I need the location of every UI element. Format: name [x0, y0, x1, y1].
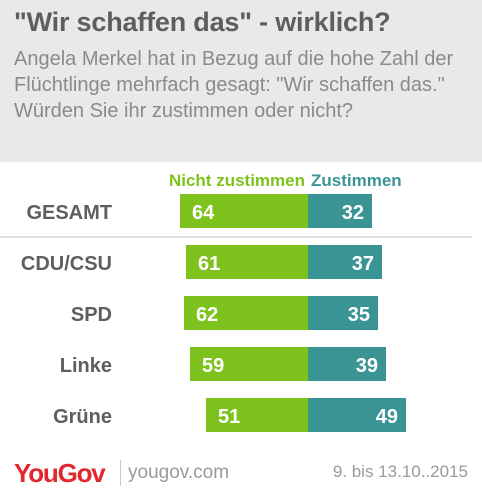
legend-nicht-zustimmen: Nicht zustimmen	[169, 171, 305, 190]
header: "Wir schaffen das" - wirklich? Angela Me…	[0, 0, 482, 162]
legend-zustimmen: Zustimmen	[311, 171, 402, 190]
value-label-linke-zustimmen: 39	[356, 355, 378, 377]
bar-cdu-csu-zustimmen	[308, 245, 382, 279]
value-label-gruene-nicht-zustimmen: 51	[218, 406, 240, 428]
bar-gruene-nicht-zustimmen	[206, 398, 308, 432]
value-label-gruene-zustimmen: 49	[376, 406, 398, 428]
diverging-bar-chart: Nicht zustimmen Zustimmen GESAMT 64 32 CDU/CS…	[0, 171, 472, 432]
category-label-linke: Linke	[60, 355, 112, 377]
value-label-cdu-csu-nicht-zustimmen: 61	[198, 253, 220, 275]
value-label-gesamt-zustimmen: 32	[342, 202, 364, 224]
value-label-spd-zustimmen: 35	[348, 304, 370, 326]
bar-cdu-csu-nicht-zustimmen	[186, 245, 308, 279]
bar-spd-zustimmen	[308, 296, 378, 330]
value-label-spd-nicht-zustimmen: 62	[196, 304, 218, 326]
bar-linke-zustimmen	[308, 347, 386, 381]
category-label-cdu-csu: CDU/CSU	[21, 253, 112, 275]
chart-title: "Wir schaffen das" - wirklich?	[14, 7, 391, 37]
category-label-spd: SPD	[71, 304, 112, 326]
bar-spd-nicht-zustimmen	[184, 296, 308, 330]
footer-date: 9. bis 13.10..2015	[332, 462, 468, 481]
value-label-linke-nicht-zustimmen: 59	[202, 355, 224, 377]
bar-gesamt-zustimmen	[308, 194, 372, 228]
value-label-gesamt-nicht-zustimmen: 64	[192, 202, 215, 224]
footer-divider	[120, 460, 121, 486]
bar-gruene-zustimmen	[308, 398, 406, 432]
value-label-cdu-csu-zustimmen: 37	[352, 253, 374, 275]
category-label-gruene: Grüne	[53, 406, 112, 428]
category-label-gesamt: GESAMT	[26, 202, 112, 224]
chart-subtitle: Angela Merkel hat in Bezug auf die hohe …	[14, 48, 454, 122]
yougov-logo: YouGov	[14, 458, 106, 488]
footer-site: yougov.com	[128, 462, 230, 483]
bar-linke-nicht-zustimmen	[190, 347, 308, 381]
bar-gesamt-nicht-zustimmen	[180, 194, 308, 228]
